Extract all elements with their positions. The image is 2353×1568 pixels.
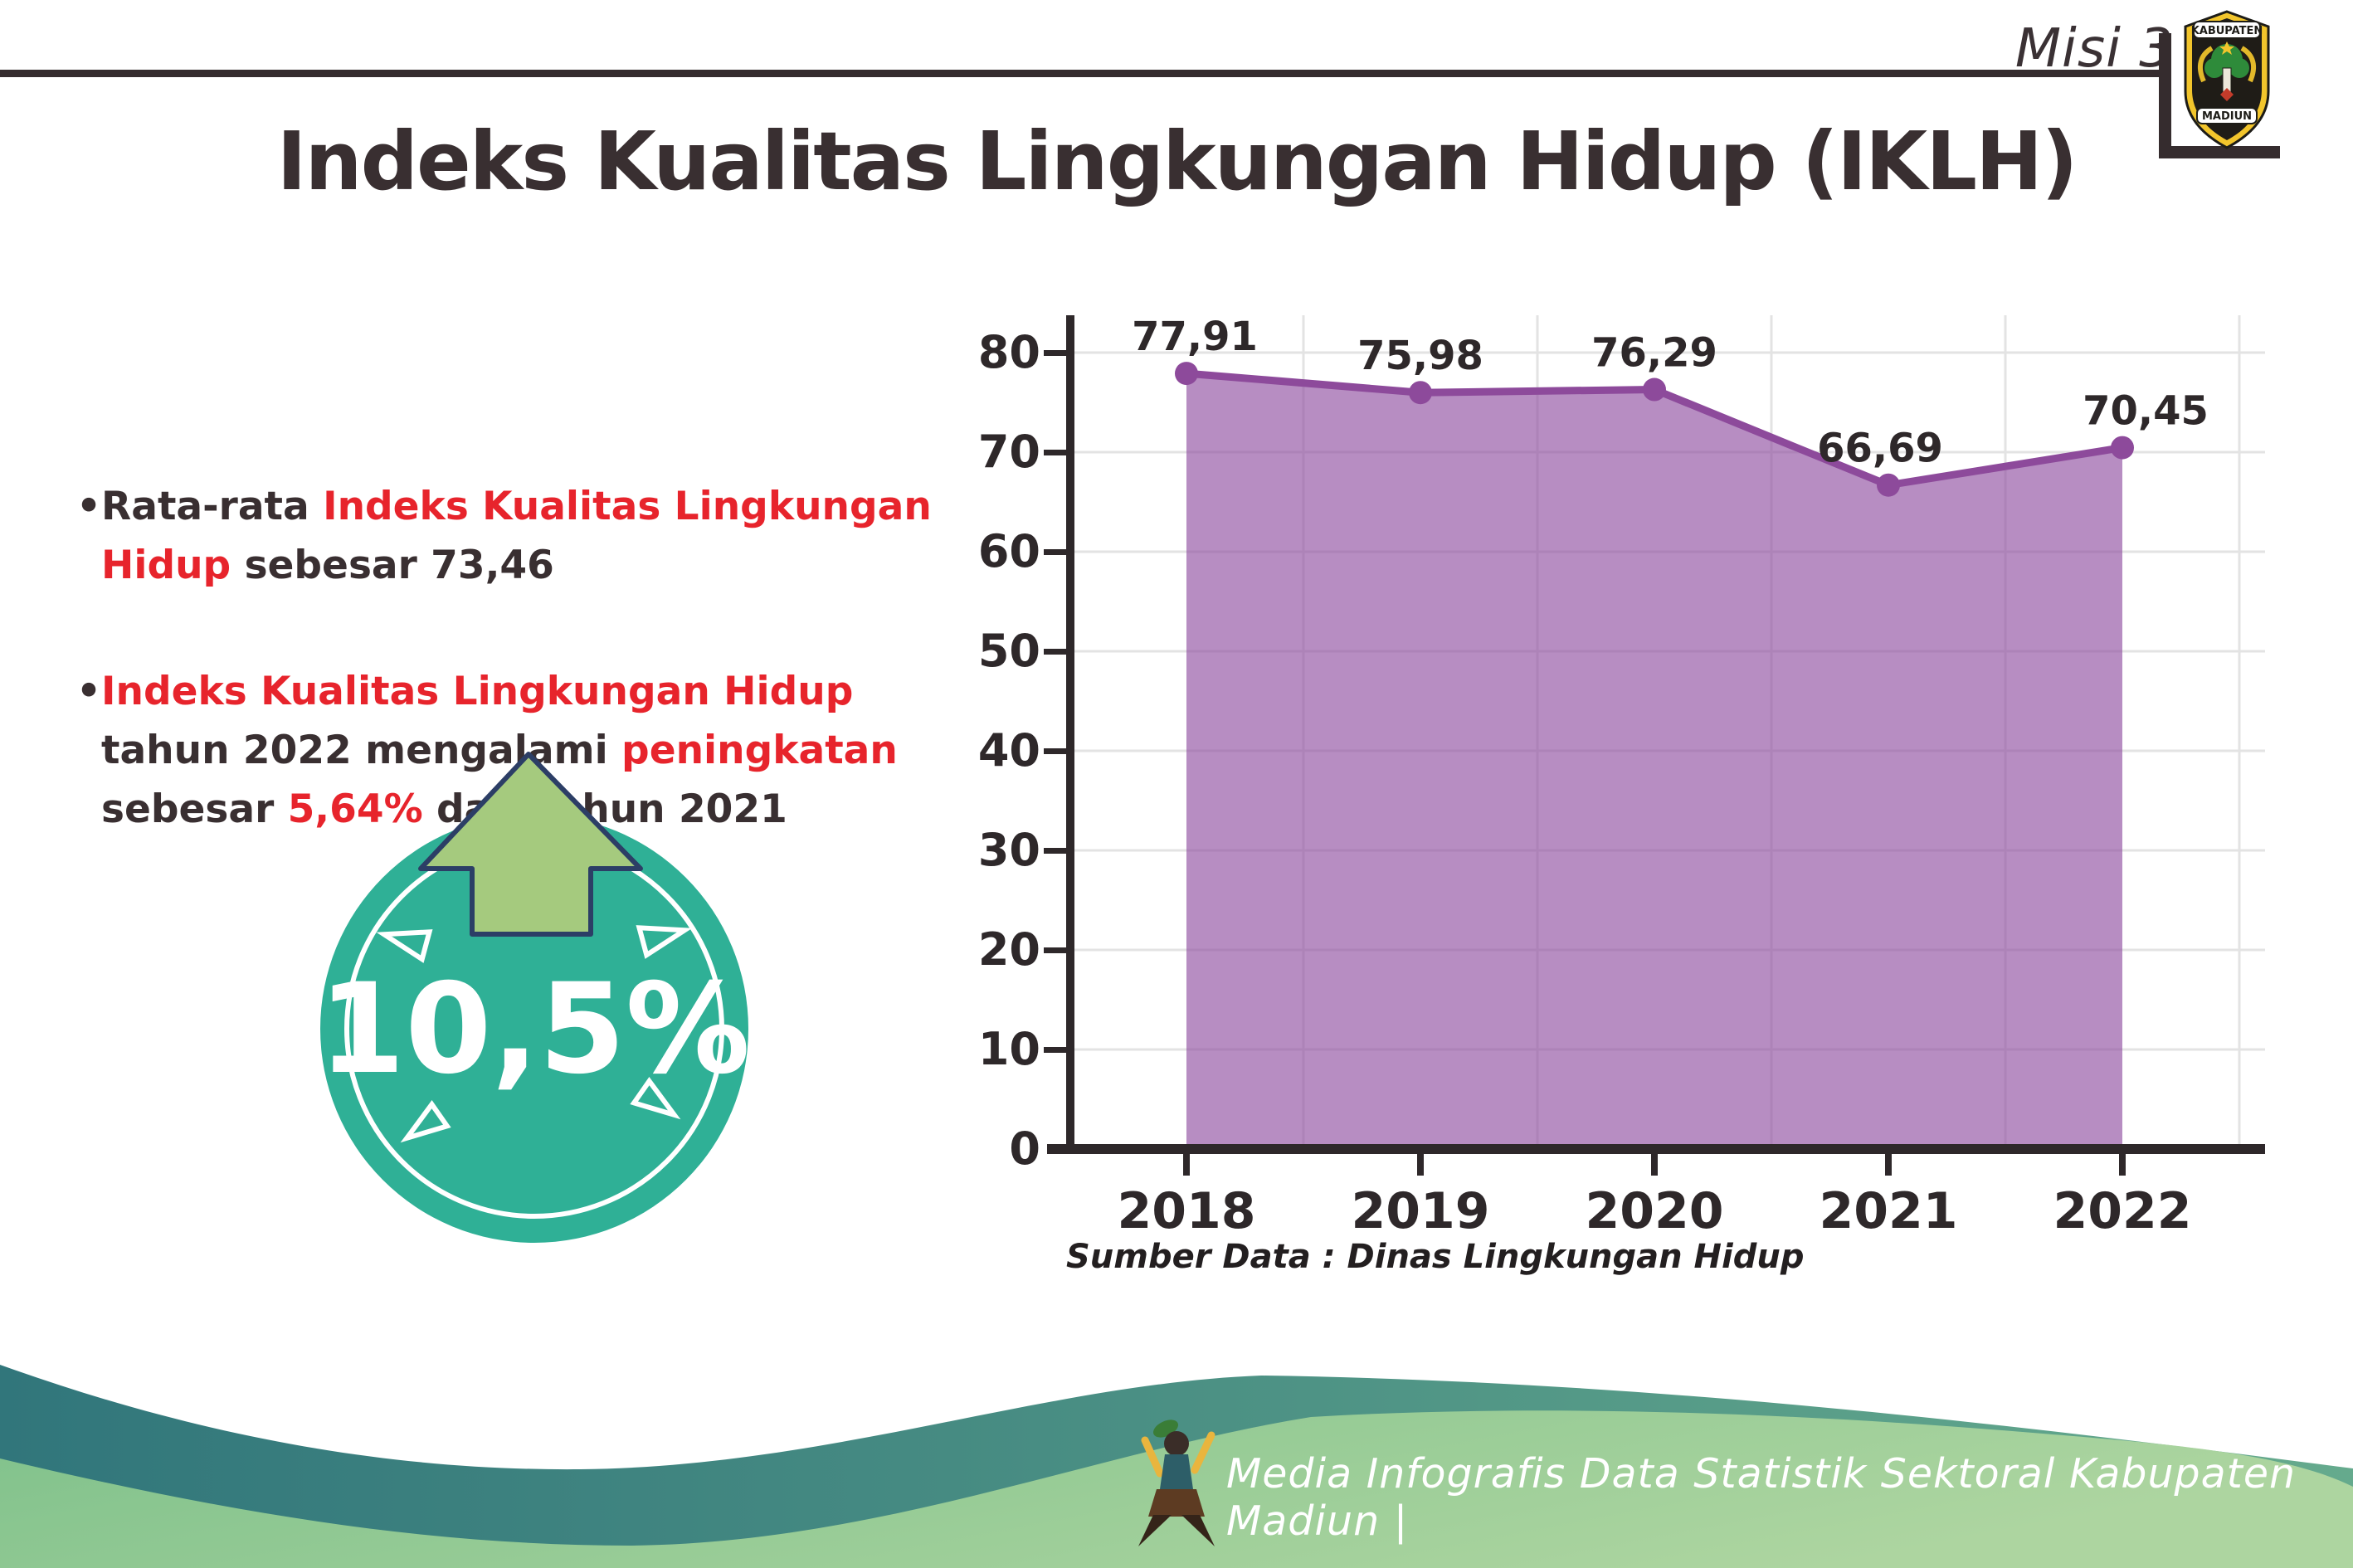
footer-wave (0, 1365, 2353, 1568)
bullet-average-iklh: •Rata-rata Indeks Kualitas Lingkungan Hi… (76, 477, 956, 595)
bullet-text: Rata-rata (101, 484, 324, 529)
x-tick-label: 2021 (1820, 1182, 1958, 1240)
footer-caption: Media Infografis Data Statistik Sektoral… (1226, 1450, 2297, 1545)
y-tick-label: 60 (978, 525, 1040, 577)
mascot-icon (1138, 1419, 1215, 1546)
data-label: 66,69 (1817, 426, 1943, 472)
bullet-text-highlight: 5,64% (287, 786, 423, 832)
y-tick-label: 30 (978, 824, 1040, 876)
x-tick-label: 2019 (1352, 1182, 1490, 1240)
up-arrow-icon (418, 752, 643, 937)
iklh-chart: 0 10 20 30 40 50 60 70 80 2018 2019 2020 2021 2022 77,… (978, 314, 2265, 1240)
page-title: Indeks Kualitas Lingkungan Hidup (IKLH) (276, 114, 2078, 208)
misi-label: Misi 3 (2014, 18, 2174, 80)
x-tick-label: 2020 (1586, 1182, 1724, 1240)
chart-marker (1877, 473, 1900, 497)
data-label: 77,91 (1132, 314, 1258, 360)
y-tick-label: 50 (978, 625, 1040, 677)
y-tick-label: 0 (1009, 1122, 1040, 1175)
logo-bottom-text: MADIUN (2202, 110, 2252, 123)
bullet-text-highlight: peningkatan (621, 728, 898, 773)
logo-frame-vertical (2159, 33, 2171, 158)
badge-spark-triangles (376, 925, 693, 1143)
chart-marker (1409, 381, 1432, 405)
x-tick-label: 2022 (2053, 1182, 2192, 1240)
logo-frame-horizontal (2159, 146, 2280, 158)
y-tick-label: 40 (978, 724, 1040, 777)
bullet-text: sebesar 73,46 (231, 543, 554, 588)
y-tick-label: 20 (978, 923, 1040, 976)
chart-area (1186, 373, 2122, 1149)
chart-marker (1643, 377, 1666, 402)
data-label: 76,29 (1591, 330, 1717, 377)
bullet-text: sebesar (101, 786, 288, 832)
logo-top-text: KABUPATEN (2191, 25, 2263, 37)
bullet-dot: • (76, 669, 102, 714)
y-tick-label: 10 (978, 1023, 1040, 1075)
chart-marker (1175, 362, 1198, 386)
bullet-dot: • (76, 484, 102, 529)
bullet-iklh-2022: •Indeks Kualitas Lingkungan Hidup tahun … (76, 662, 956, 839)
x-tick-label: 2018 (1118, 1182, 1256, 1240)
kabupaten-madiun-logo-icon: KABUPATEN MADIUN (2184, 10, 2270, 149)
badge-value: 10,5% (319, 957, 750, 1102)
badge-circle (320, 815, 748, 1243)
y-tick-label: 80 (978, 326, 1040, 378)
source-note: Sumber Data : Dinas Lingkungan Hidup (1066, 1238, 1805, 1276)
bullet-text-highlight: Indeks Kualitas Lingkungan Hidup (101, 669, 854, 714)
header-rule (0, 70, 2161, 77)
increase-badge: 10,5% (319, 752, 750, 1243)
y-tick-label: 70 (978, 426, 1040, 478)
chart-marker (2111, 436, 2134, 460)
bullet-text-highlight: Indeks Kualitas Lingkungan Hidup (101, 484, 932, 588)
data-label: 75,98 (1357, 333, 1483, 379)
data-label: 70,45 (2083, 388, 2209, 435)
